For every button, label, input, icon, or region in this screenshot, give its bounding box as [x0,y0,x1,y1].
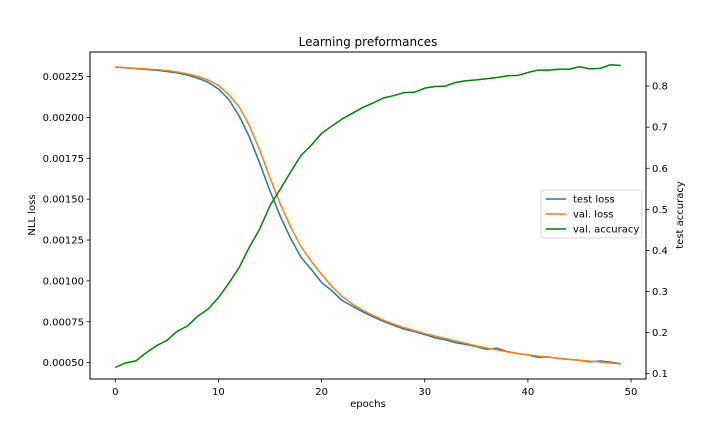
legend-label-test-loss: test loss [573,195,615,206]
legend-label-val-accuracy: val. accuracy [573,225,639,236]
left-y-axis-ticks: 0.00050 0.00075 0.00100 0.00125 0.00150 0.001… [43,72,90,369]
legend-label-val-loss: val. loss [573,210,614,221]
right-y-axis-label: test accuracy [675,181,686,249]
left-y-tick-label: 0.00225 [43,72,84,83]
series-lines [114,63,621,369]
series-line-test-loss [115,66,621,365]
left-y-tick-label: 0.00100 [43,276,84,287]
left-y-tick-label: 0.00125 [43,236,84,247]
left-y-tick-label: 0.00150 [43,195,84,206]
x-tick-label: 10 [212,387,225,398]
legend: test loss val. loss val. accuracy [540,189,643,239]
plot-frame [89,51,647,380]
right-y-tick-label: 0.1 [652,369,668,380]
right-y-tick-label: 0.8 [652,82,668,93]
chart-title: Learning preformances [299,35,438,49]
legend-box [540,189,643,239]
right-y-tick-label: 0.7 [652,123,668,134]
series-line-val-loss [115,66,621,365]
right-y-tick-label: 0.5 [652,205,668,216]
left-y-tick-label: 0.00200 [43,113,84,124]
right-y-tick-label: 0.6 [652,164,668,175]
x-tick-label: 30 [418,387,431,398]
series-line-val-accuracy [114,63,621,369]
left-y-axis-label: NLL loss [27,194,38,235]
left-y-tick-label: 0.00175 [43,154,84,165]
left-y-tick-label: 0.00075 [43,317,84,328]
x-tick-label: 0 [112,387,118,398]
x-axis-ticks: 0 10 20 30 40 50 [112,379,637,398]
x-tick-label: 40 [522,387,535,398]
left-y-tick-label: 0.00050 [43,358,84,369]
x-tick-label: 50 [625,387,638,398]
x-tick-label: 20 [315,387,328,398]
x-axis-label: epochs [350,399,386,410]
right-y-tick-label: 0.4 [652,246,668,257]
right-y-axis-ticks: 0.1 0.2 0.3 0.4 0.5 0.6 0.7 0.8 [646,82,668,380]
right-y-tick-label: 0.3 [652,287,668,298]
right-y-tick-label: 0.2 [652,328,668,339]
